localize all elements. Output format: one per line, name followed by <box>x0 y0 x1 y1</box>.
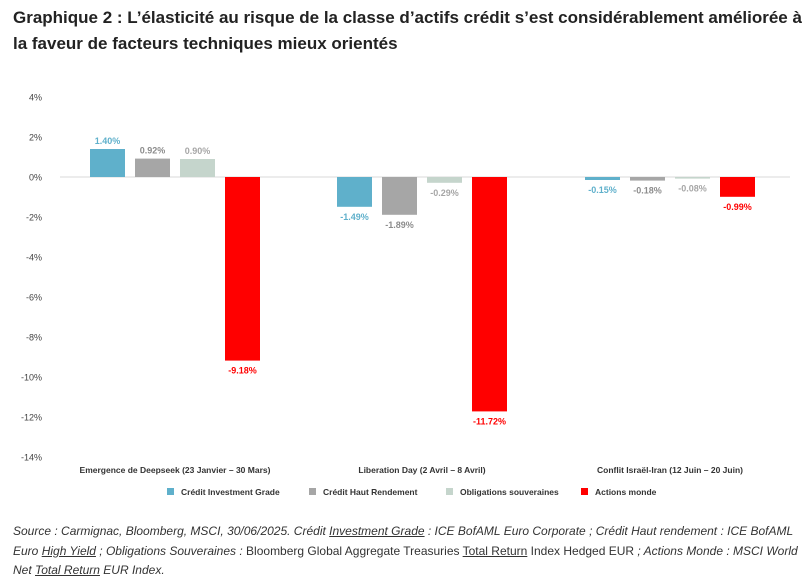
bar <box>720 177 755 197</box>
y-tick-label: -6% <box>26 293 42 303</box>
source-text-segment: Source : Carmignac, Bloomberg, MSCI, 30/… <box>13 524 330 538</box>
y-tick-label: -14% <box>21 453 42 463</box>
bar <box>135 158 170 177</box>
bar <box>630 177 665 181</box>
bar <box>90 149 125 177</box>
bar <box>225 177 260 361</box>
source-text-segment: ; Actions Monde : MSCI World Net <box>13 543 798 578</box>
legend-swatch <box>446 488 453 495</box>
y-tick-label: -4% <box>26 253 42 263</box>
legend-swatch <box>167 488 174 495</box>
data-label: -0.29% <box>430 188 459 198</box>
bar <box>382 177 417 215</box>
y-tick-label: 4% <box>29 93 42 103</box>
x-category-label: Emergence de Deepseek (23 Janvier – 30 M… <box>80 465 271 475</box>
legend-label: Obligations souveraines <box>460 487 559 497</box>
source-text-segment: EUR Index. <box>99 563 165 577</box>
source-text-segment: Index Hedged EUR <box>527 543 635 558</box>
source-text-segment: Total Return <box>35 563 100 577</box>
data-label: -0.08% <box>678 184 707 194</box>
bar <box>337 177 372 207</box>
source-text-segment: Investment Grade <box>329 524 425 538</box>
y-tick-label: -10% <box>21 373 42 383</box>
data-label: -0.15% <box>588 185 617 195</box>
data-label: -0.18% <box>633 186 662 196</box>
bar-chart-svg: 4% 2% 0% -2% -4% -6% -8% -10% -12% -14% 1.40% -1.49… <box>21 93 790 497</box>
bar <box>675 177 710 179</box>
legend-swatch <box>581 488 588 495</box>
y-tick-label: -8% <box>26 333 42 343</box>
source-text-segment: High Yield <box>41 543 96 558</box>
source-note: Source : Carmignac, Bloomberg, MSCI, 30/… <box>13 522 803 581</box>
data-label: 1.40% <box>95 136 121 146</box>
legend-swatch <box>309 488 316 495</box>
bar <box>472 177 507 412</box>
data-label: -1.89% <box>385 220 414 230</box>
data-label: -9.18% <box>228 366 257 376</box>
source-text-segment: Total Return <box>462 543 528 558</box>
chart: 4% 2% 0% -2% -4% -6% -8% -10% -12% -14% 1.40% -1.49… <box>0 82 812 507</box>
bar <box>585 177 620 180</box>
bar <box>180 159 215 177</box>
data-label: -0.99% <box>723 202 752 212</box>
source-text-segment: ; Obligations Souveraines : <box>95 543 247 558</box>
legend-label: Crédit Haut Rendement <box>323 487 418 497</box>
data-label: 0.90% <box>185 146 211 156</box>
x-category-label: Liberation Day (2 Avril – 8 Avril) <box>358 465 485 475</box>
y-tick-label: -2% <box>26 213 42 223</box>
y-tick-label: 0% <box>29 173 42 183</box>
legend-label: Crédit Investment Grade <box>181 487 280 497</box>
x-category-label: Conflit Israël-Iran (12 Juin – 20 Juin) <box>597 465 743 475</box>
data-label: -11.72% <box>473 416 506 426</box>
y-tick-label: 2% <box>29 133 42 143</box>
data-label: -1.49% <box>340 212 369 222</box>
y-tick-label: -12% <box>21 413 42 423</box>
legend-label: Actions monde <box>595 487 657 497</box>
bar <box>427 177 462 183</box>
data-label: 0.92% <box>140 146 166 156</box>
source-text-segment: : ICE BofAML Euro Corporate ; Crédit Hau… <box>13 524 793 558</box>
chart-title: Graphique 2 : L’élasticité au risque de … <box>13 8 802 53</box>
source-text-segment: Bloomberg Global Aggregate Treasuries <box>246 543 463 558</box>
